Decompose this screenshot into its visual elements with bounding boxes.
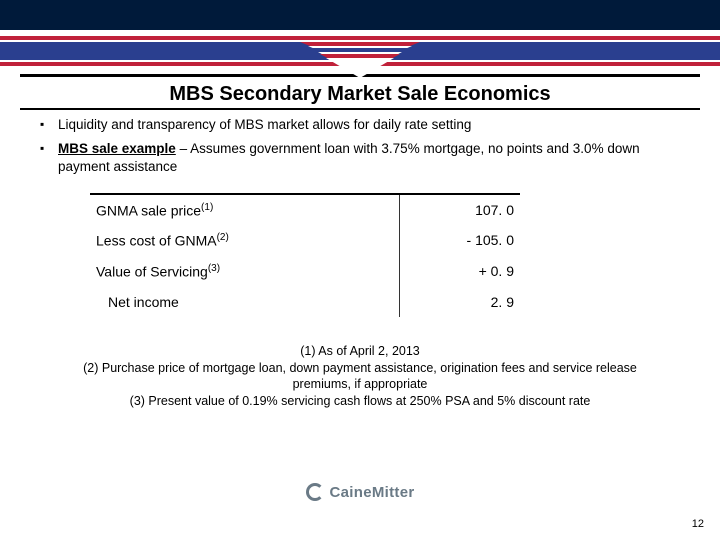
table-row: Value of Servicing(3) + 0. 9	[90, 256, 520, 287]
table-row: Less cost of GNMA(2) - 105. 0	[90, 225, 520, 256]
bullet-text: Liquidity and transparency of MBS market…	[58, 117, 471, 132]
table-row: GNMA sale price(1) 107. 0	[90, 195, 520, 226]
page-number: 12	[692, 518, 704, 530]
row-label: Less cost of GNMA(2)	[90, 225, 400, 256]
top-navy-bar	[0, 0, 720, 30]
bullet-item: MBS sale example – Assumes government lo…	[40, 140, 680, 176]
economics-table: GNMA sale price(1) 107. 0 Less cost of G…	[90, 193, 520, 317]
page-title: MBS Secondary Market Sale Economics	[0, 83, 720, 106]
row-value: - 105. 0	[400, 225, 520, 256]
spinner-ring-icon	[306, 483, 324, 501]
bullet-item: Liquidity and transparency of MBS market…	[40, 116, 680, 134]
footnotes: (1) As of April 2, 2013 (2) Purchase pri…	[65, 343, 655, 411]
brand-logo: CaineMitter	[306, 483, 415, 501]
chevron-notch	[300, 36, 420, 84]
row-label: Net income	[90, 287, 400, 317]
footnote: (3) Present value of 0.19% servicing cas…	[65, 393, 655, 410]
bullet-lead: MBS sale example	[58, 141, 176, 156]
table-row: Net income 2. 9	[90, 287, 520, 317]
row-label: Value of Servicing(3)	[90, 256, 400, 287]
chevron-divider	[0, 30, 720, 74]
brand-text: CaineMitter	[330, 484, 415, 501]
row-value: + 0. 9	[400, 256, 520, 287]
rule-under-title	[20, 108, 700, 110]
row-label: GNMA sale price(1)	[90, 195, 400, 226]
footnote: (2) Purchase price of mortgage loan, dow…	[65, 360, 655, 394]
footnote: (1) As of April 2, 2013	[65, 343, 655, 360]
row-value: 2. 9	[400, 287, 520, 317]
bullet-list: Liquidity and transparency of MBS market…	[40, 116, 680, 177]
row-value: 107. 0	[400, 195, 520, 226]
